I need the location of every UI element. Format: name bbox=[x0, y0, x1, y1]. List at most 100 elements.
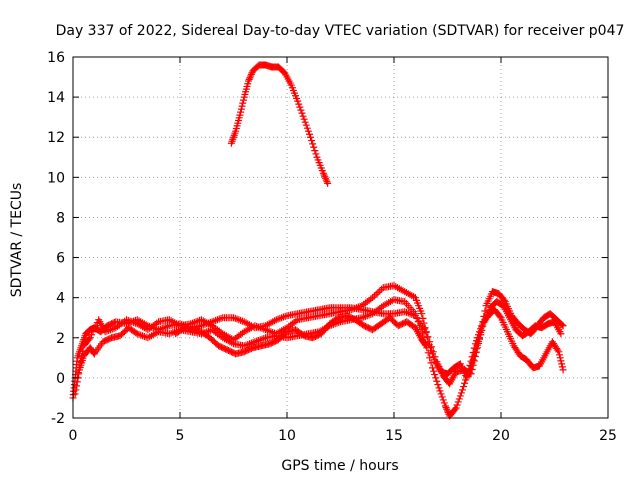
data-point bbox=[427, 347, 435, 355]
grid bbox=[73, 57, 608, 418]
data-point bbox=[411, 310, 419, 318]
data-point bbox=[307, 133, 315, 141]
data-point bbox=[476, 334, 484, 342]
data-point bbox=[464, 371, 472, 379]
data-point bbox=[247, 70, 255, 78]
plot-frame bbox=[72, 56, 609, 419]
data-point bbox=[302, 121, 310, 129]
data-point bbox=[429, 364, 437, 372]
data-point bbox=[460, 383, 468, 391]
data-point bbox=[556, 354, 564, 362]
data-point bbox=[321, 173, 329, 181]
data-point bbox=[422, 328, 430, 336]
data-point bbox=[430, 367, 438, 375]
data-point bbox=[245, 75, 253, 83]
data-point bbox=[559, 366, 567, 374]
data-point bbox=[467, 362, 475, 370]
data-point bbox=[310, 143, 318, 151]
data-point bbox=[453, 401, 461, 409]
y-tick-label: 0 bbox=[56, 371, 65, 387]
data-point bbox=[554, 346, 562, 354]
data-point bbox=[470, 352, 478, 360]
x-tick-label: 5 bbox=[176, 428, 185, 444]
data-point bbox=[454, 398, 462, 406]
data-point bbox=[461, 379, 469, 387]
data-point bbox=[440, 399, 448, 407]
data-point bbox=[237, 108, 245, 116]
data-point bbox=[443, 405, 451, 413]
x-tick-label: 25 bbox=[599, 428, 617, 444]
data-point bbox=[298, 109, 306, 117]
y-tick-label: 8 bbox=[56, 210, 65, 226]
data-point bbox=[480, 312, 488, 320]
data-point bbox=[238, 102, 246, 110]
data-point bbox=[558, 321, 566, 329]
data-point bbox=[481, 307, 489, 315]
data-point bbox=[297, 106, 305, 114]
data-point bbox=[473, 341, 481, 349]
data-point bbox=[304, 127, 312, 135]
data-point bbox=[420, 319, 428, 327]
data-point bbox=[465, 368, 473, 376]
data-point bbox=[438, 393, 446, 401]
data-point bbox=[85, 335, 93, 343]
data-point bbox=[312, 150, 320, 158]
x-tick-label: 15 bbox=[385, 428, 403, 444]
data-point bbox=[86, 334, 94, 342]
data-point bbox=[320, 171, 328, 179]
series-arc-high bbox=[227, 61, 332, 187]
data-point bbox=[301, 118, 309, 126]
data-point bbox=[309, 140, 317, 148]
data-point bbox=[471, 348, 479, 356]
data-point bbox=[76, 358, 84, 366]
data-point bbox=[437, 390, 445, 398]
data-point bbox=[413, 314, 421, 322]
data-point bbox=[295, 100, 303, 108]
chart-title: Day 337 of 2022, Sidereal Day-to-day VTE… bbox=[56, 23, 625, 39]
data-point bbox=[244, 77, 252, 85]
data-point bbox=[478, 323, 486, 331]
data-point bbox=[296, 103, 304, 111]
data-point bbox=[73, 382, 81, 390]
data-point bbox=[433, 377, 441, 385]
data-point bbox=[421, 341, 429, 349]
y-tick-label: 10 bbox=[47, 170, 65, 186]
data-point bbox=[472, 345, 480, 353]
data-point bbox=[423, 333, 431, 341]
data-point bbox=[92, 322, 100, 330]
data-point bbox=[322, 174, 330, 182]
y-tick-label: 4 bbox=[56, 291, 65, 307]
data-point bbox=[418, 310, 426, 318]
series-sat-d bbox=[172, 312, 430, 358]
data-point bbox=[416, 322, 424, 330]
data-point bbox=[441, 402, 449, 410]
data-point bbox=[236, 111, 244, 119]
data-point bbox=[79, 347, 87, 355]
data-point bbox=[430, 353, 438, 361]
data-point bbox=[74, 369, 82, 377]
axis-ticks bbox=[72, 56, 609, 419]
data-point bbox=[444, 407, 451, 415]
data-point bbox=[435, 384, 443, 392]
data-point bbox=[442, 404, 450, 412]
data-point bbox=[299, 112, 307, 120]
data-point bbox=[414, 318, 422, 326]
data-point bbox=[239, 96, 247, 104]
data-point bbox=[90, 325, 98, 333]
data-point bbox=[426, 344, 434, 352]
data-point bbox=[311, 147, 319, 155]
x-tick-labels: 0 5 10 15 20 25 bbox=[69, 428, 617, 444]
y-tick-label: 12 bbox=[47, 130, 65, 146]
data-point bbox=[305, 130, 313, 138]
data-point bbox=[477, 328, 485, 336]
y-tick-label: -2 bbox=[51, 411, 65, 427]
data-point bbox=[426, 354, 434, 362]
x-tick-label: 20 bbox=[492, 428, 510, 444]
data-point bbox=[75, 363, 83, 371]
data-point bbox=[496, 312, 504, 320]
data-point bbox=[237, 105, 245, 113]
data-point bbox=[88, 331, 96, 339]
data-point bbox=[246, 74, 254, 82]
data-point bbox=[458, 386, 466, 394]
